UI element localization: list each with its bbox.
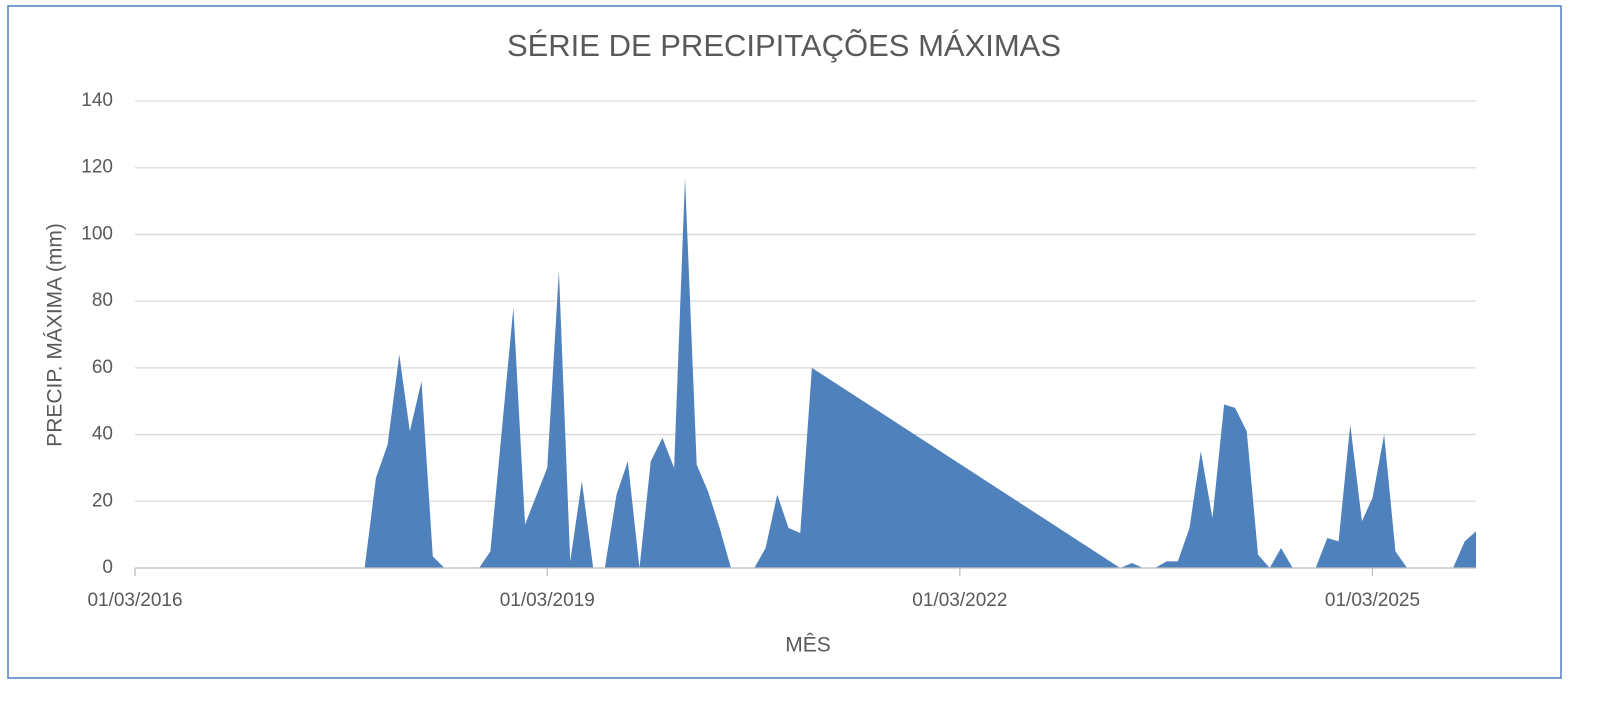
y-tick-label: 80	[92, 290, 113, 311]
x-tick-label: 01/03/2016	[87, 590, 182, 611]
x-axis-label: MÊS	[785, 634, 831, 657]
y-tick-label: 60	[92, 357, 113, 378]
x-tick-label: 01/03/2019	[500, 590, 595, 611]
area	[364, 177, 1477, 568]
y-axis-label: PRECIP. MÁXIMA (mm)	[44, 223, 67, 447]
x-tick-label: 01/03/2022	[912, 590, 1007, 611]
y-tick-label: 140	[81, 90, 113, 111]
y-tick-label: 20	[92, 490, 113, 511]
chart-frame	[7, 5, 1562, 679]
x-tick-label: 01/03/2025	[1325, 590, 1420, 611]
chart-title: SÉRIE DE PRECIPITAÇÕES MÁXIMAS	[507, 28, 1061, 63]
y-tick-label: 40	[92, 424, 113, 445]
y-tick-label: 100	[81, 223, 113, 244]
y-tick-label: 120	[81, 157, 113, 178]
y-tick-label: 0	[102, 557, 113, 578]
